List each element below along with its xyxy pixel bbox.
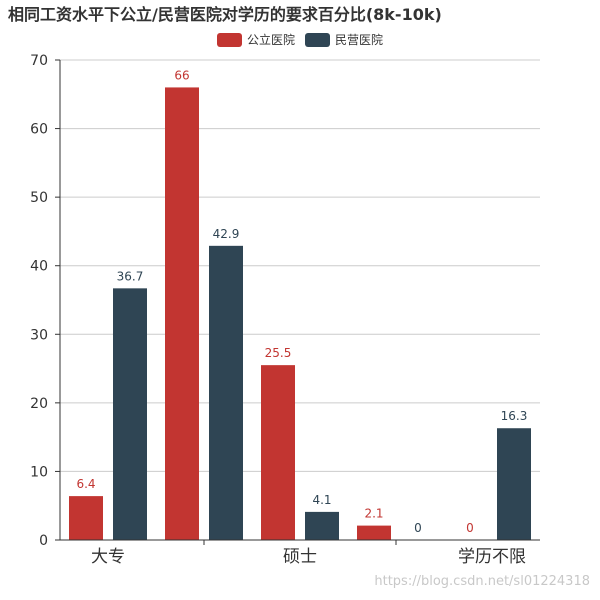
chart-legend: 公立医院 民营医院 xyxy=(0,31,600,48)
y-tick-label: 10 xyxy=(30,464,48,480)
bar-private-0[interactable] xyxy=(113,288,147,540)
value-label-private-2: 4.1 xyxy=(312,493,331,507)
bar-public-0[interactable] xyxy=(69,496,103,540)
value-label-public-0: 6.4 xyxy=(76,477,95,491)
bar-public-1[interactable] xyxy=(165,87,199,540)
bar-public-3[interactable] xyxy=(357,525,391,540)
legend-item-public[interactable]: 公立医院 xyxy=(216,31,295,48)
value-label-private-4: 16.3 xyxy=(501,409,528,423)
legend-item-private[interactable]: 民营医院 xyxy=(305,31,383,48)
bar-private-4[interactable] xyxy=(497,428,531,540)
value-label-public-1: 66 xyxy=(174,68,189,82)
x-category-label: 大专 xyxy=(91,547,125,567)
legend-label-private: 民营医院 xyxy=(335,33,384,47)
y-tick-label: 40 xyxy=(30,259,48,275)
y-tick-label: 0 xyxy=(39,533,48,549)
value-label-public-4: 0 xyxy=(466,521,474,535)
y-tick-label: 60 xyxy=(30,122,48,138)
value-label-private-0: 36.7 xyxy=(117,269,144,283)
legend-swatch-private xyxy=(305,32,330,47)
x-category-label: 硕士 xyxy=(283,547,317,567)
y-tick-label: 70 xyxy=(30,53,48,69)
y-tick-label: 50 xyxy=(30,190,48,206)
value-label-private-1: 42.9 xyxy=(213,227,240,241)
bar-private-1[interactable] xyxy=(209,245,243,541)
watermark-text: https://blog.csdn.net/sl01224318 xyxy=(374,574,590,589)
bar-private-2[interactable] xyxy=(305,511,339,540)
legend-label-public: 公立医院 xyxy=(246,33,295,47)
legend-swatch-public xyxy=(216,32,242,47)
y-tick-label: 20 xyxy=(30,396,48,412)
chart-title: 相同工资水平下公立/民营医院对学历的要求百分比(8k-10k) xyxy=(8,5,442,24)
bar-public-2[interactable] xyxy=(261,365,295,540)
x-category-label: 学历不限 xyxy=(458,547,526,567)
y-tick-label: 30 xyxy=(30,327,48,343)
value-label-private-3: 0 xyxy=(414,521,422,535)
value-label-public-3: 2.1 xyxy=(364,507,383,521)
value-label-public-2: 25.5 xyxy=(265,346,292,360)
